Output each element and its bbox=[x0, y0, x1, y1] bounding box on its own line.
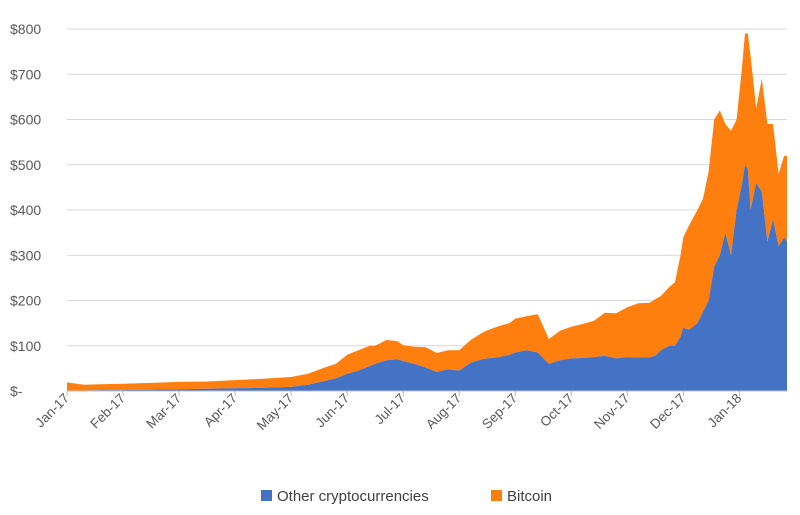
y-tick-label: $700 bbox=[10, 66, 41, 82]
legend-swatch-bitcoin bbox=[491, 490, 502, 501]
x-tick-label: Oct-17 bbox=[537, 391, 576, 430]
x-tick-label: Feb-17 bbox=[87, 391, 128, 432]
legend: Other cryptocurrencies Bitcoin bbox=[261, 488, 552, 505]
legend-label-other-cryptocurrencies: Other cryptocurrencies bbox=[277, 488, 429, 505]
x-tick-label: Jun-17 bbox=[312, 391, 352, 431]
legend-label-bitcoin: Bitcoin bbox=[507, 488, 552, 505]
x-axis-labels: Jan-17 Feb-17 Mar-17 Apr-17 May-17 Jun-17 Jul-… bbox=[32, 391, 744, 433]
y-tick-label: $200 bbox=[10, 293, 41, 309]
x-tick-label: Jan-18 bbox=[705, 391, 745, 431]
x-tick-label: Sep-17 bbox=[479, 391, 520, 432]
x-tick-label: Aug-17 bbox=[423, 391, 464, 432]
plot-area bbox=[67, 33, 787, 391]
x-tick-label: Dec-17 bbox=[647, 391, 688, 432]
y-tick-label: $- bbox=[10, 383, 23, 399]
y-tick-label: $800 bbox=[10, 21, 41, 37]
series-area-other-cryptocurrencies bbox=[67, 164, 787, 391]
x-axis-tick-marks bbox=[66, 391, 740, 396]
x-tick-label: May-17 bbox=[254, 391, 296, 433]
y-axis-labels: $- $100 $200 $300 $400 $500 $600 $700 $800 bbox=[10, 21, 41, 399]
series-area-bitcoin bbox=[67, 33, 787, 391]
x-tick-label: Jan-17 bbox=[32, 391, 72, 431]
y-tick-label: $100 bbox=[10, 338, 41, 354]
legend-swatch-other-cryptocurrencies bbox=[261, 490, 272, 501]
x-tick-label: Nov-17 bbox=[591, 391, 632, 432]
x-tick-label: Apr-17 bbox=[201, 391, 240, 430]
y-tick-label: $600 bbox=[10, 112, 41, 128]
x-tick-label: Jul-17 bbox=[372, 391, 409, 428]
y-tick-label: $500 bbox=[10, 157, 41, 173]
y-tick-label: $400 bbox=[10, 202, 41, 218]
gridlines bbox=[67, 28, 787, 347]
y-tick-label: $300 bbox=[10, 247, 41, 263]
x-tick-label: Mar-17 bbox=[143, 391, 184, 432]
